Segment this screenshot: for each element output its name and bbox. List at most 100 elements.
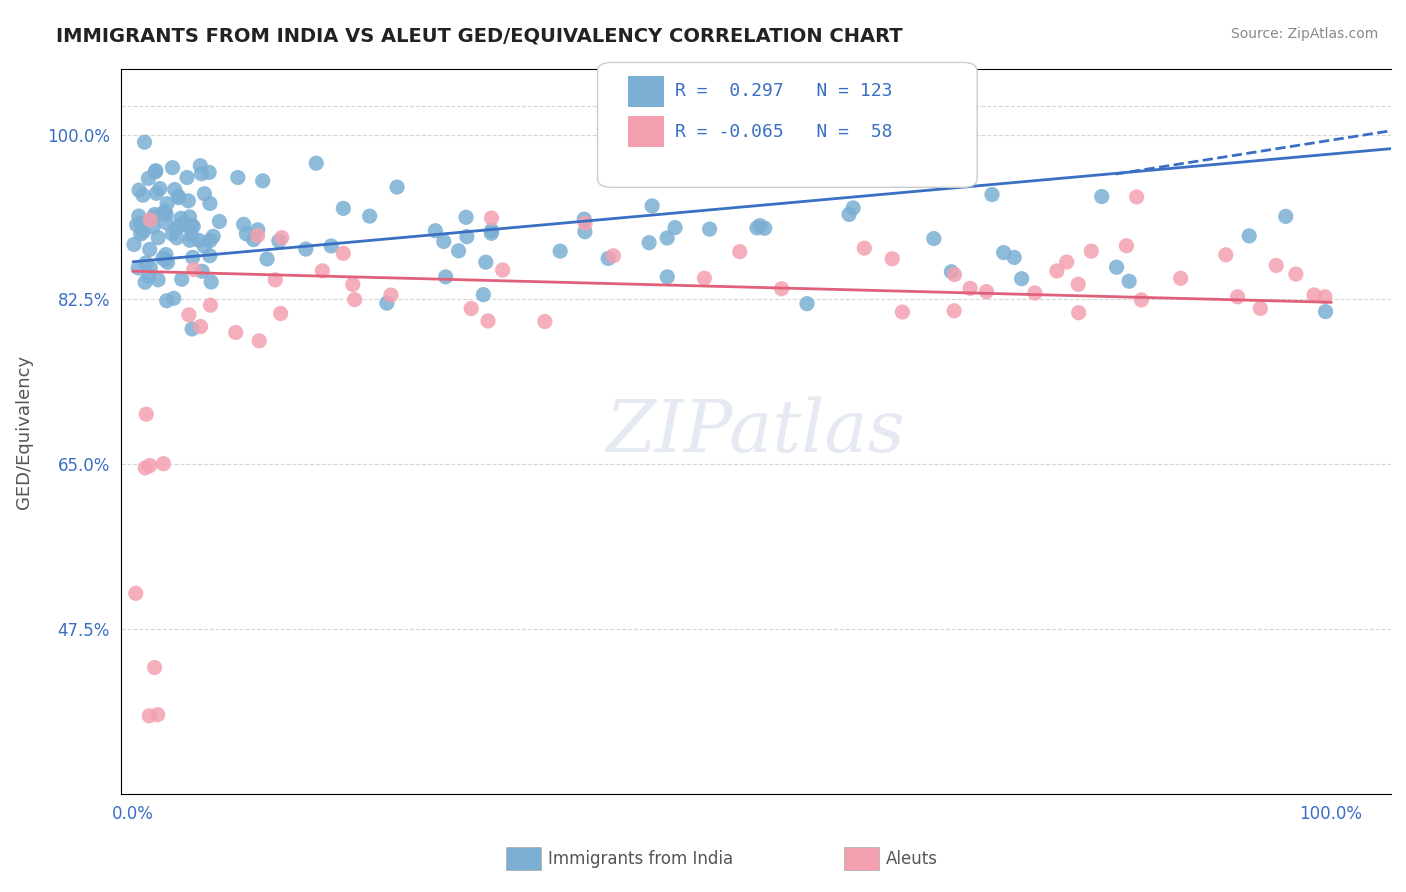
Point <box>225 326 247 340</box>
Point <box>176 170 198 185</box>
Point <box>1249 301 1271 316</box>
Point <box>142 210 165 224</box>
Point <box>139 260 162 275</box>
Point <box>146 707 169 722</box>
Point <box>475 255 498 269</box>
Point <box>162 227 184 241</box>
Point <box>134 275 156 289</box>
Point <box>179 210 201 224</box>
Point <box>602 249 624 263</box>
Point <box>1118 274 1140 288</box>
Point <box>425 224 447 238</box>
Point <box>246 228 269 243</box>
Point <box>200 234 222 248</box>
Point <box>943 268 966 282</box>
Point <box>574 225 596 239</box>
Point <box>132 188 155 202</box>
Point <box>128 209 150 223</box>
Point <box>138 268 160 283</box>
Point <box>311 264 333 278</box>
Point <box>332 202 354 216</box>
Point <box>959 281 981 295</box>
Text: Immigrants from India: Immigrants from India <box>548 850 734 868</box>
Point <box>891 305 914 319</box>
Point <box>491 263 513 277</box>
Point <box>181 322 204 336</box>
Point <box>479 227 502 241</box>
Point <box>342 277 364 292</box>
Point <box>754 221 776 235</box>
Point <box>191 264 214 278</box>
Point <box>139 212 162 227</box>
Point <box>174 219 197 233</box>
Point <box>1274 210 1296 224</box>
Point <box>132 225 155 239</box>
Point <box>472 287 495 301</box>
Point <box>976 285 998 299</box>
Point <box>332 246 354 260</box>
Point <box>796 296 818 310</box>
Point <box>153 204 176 219</box>
Point <box>598 252 620 266</box>
Point <box>456 229 478 244</box>
Point <box>155 216 177 230</box>
Point <box>981 187 1004 202</box>
Point <box>188 234 211 248</box>
Point <box>155 208 177 222</box>
Point <box>1067 306 1090 320</box>
Point <box>664 220 686 235</box>
Point <box>1091 189 1114 203</box>
Point <box>941 265 963 279</box>
Point <box>267 234 290 248</box>
Point <box>232 218 254 232</box>
Point <box>343 293 366 307</box>
Point <box>246 223 269 237</box>
Point <box>162 161 184 175</box>
Point <box>125 218 148 232</box>
Text: ZIPatlas: ZIPatlas <box>606 396 905 467</box>
Point <box>574 212 596 227</box>
Point <box>252 174 274 188</box>
Point <box>193 239 215 253</box>
Point <box>139 458 162 473</box>
Point <box>380 288 402 302</box>
Point <box>1080 244 1102 259</box>
Point <box>1285 267 1308 281</box>
Point <box>922 231 945 245</box>
Point <box>375 296 398 310</box>
Point <box>152 457 174 471</box>
Point <box>943 303 966 318</box>
Text: Aleuts: Aleuts <box>886 850 938 868</box>
Point <box>142 220 165 235</box>
Point <box>138 243 160 257</box>
Point <box>1170 271 1192 285</box>
Point <box>198 165 221 179</box>
Point <box>170 272 193 286</box>
Point <box>167 191 190 205</box>
Point <box>163 291 186 305</box>
Point <box>146 230 169 244</box>
Point <box>149 181 172 195</box>
Point <box>359 209 381 223</box>
Point <box>447 244 470 258</box>
Point <box>163 182 186 196</box>
Point <box>190 319 212 334</box>
Point <box>134 135 156 149</box>
Point <box>208 214 231 228</box>
Point <box>166 231 188 245</box>
Point <box>152 252 174 266</box>
Point <box>770 282 793 296</box>
Point <box>270 230 292 244</box>
Point <box>145 165 167 179</box>
Point <box>548 244 571 259</box>
Point <box>188 159 211 173</box>
Point <box>1067 277 1090 292</box>
Point <box>165 221 187 235</box>
Point <box>699 222 721 236</box>
Point <box>235 227 257 241</box>
Point <box>180 228 202 243</box>
Point <box>1265 259 1288 273</box>
Point <box>305 156 328 170</box>
Point <box>135 256 157 270</box>
Point <box>129 227 152 241</box>
